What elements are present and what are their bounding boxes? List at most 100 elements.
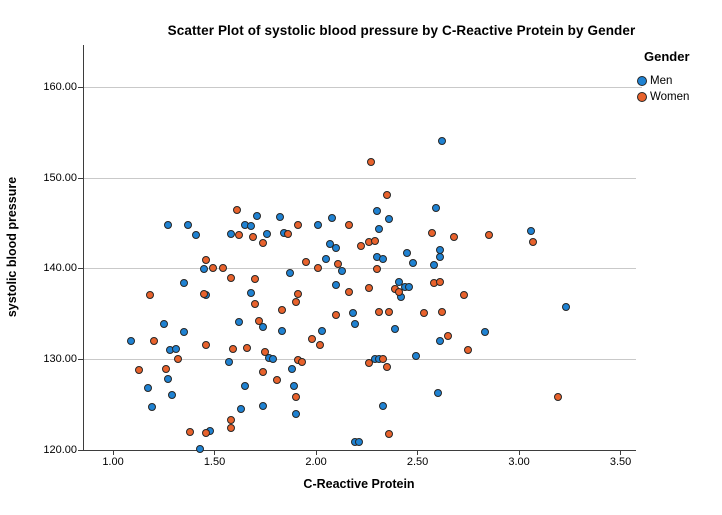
x-tick-mark [315,450,317,455]
y-tick-label: 150.00 [43,171,77,184]
data-point-women [437,307,446,316]
data-point-women [314,264,323,273]
data-point-women [208,264,217,273]
y-tick-label: 120.00 [43,443,77,456]
x-tick-mark [620,450,622,455]
data-point-men [200,264,209,273]
data-point-men [433,388,442,397]
data-point-men [437,137,446,146]
data-point-men [291,409,300,418]
data-point-women [226,416,235,425]
x-tick-label: 1.00 [102,456,124,468]
y-axis-title: systolic blood pressure [5,176,19,318]
data-point-men [143,384,152,393]
data-point-women [316,341,325,350]
x-tick-label: 1.50 [203,456,226,468]
y-tick-mark [78,358,83,360]
data-point-men [226,229,235,238]
legend-item-men: Men [637,73,721,89]
data-point-men [147,402,156,411]
data-point-men [391,324,400,333]
data-point-women [218,264,227,273]
data-point-women [202,341,211,350]
data-point-women [273,376,282,385]
data-point-men [350,320,359,329]
data-point-men [167,390,176,399]
data-point-men [348,309,357,318]
x-tick-label: 2.50 [406,456,429,468]
data-point-women [553,392,562,401]
data-point-women [301,257,310,266]
data-point-men [435,337,444,346]
x-tick-mark [214,450,216,455]
data-point-men [318,327,327,336]
data-point-men [379,255,388,264]
chart-title: Scatter Plot of systolic blood pressure … [167,23,636,38]
data-point-women [277,305,286,314]
data-point-women [383,362,392,371]
data-point-women [374,307,383,316]
data-point-women [344,287,353,296]
data-point-women [307,334,316,343]
x-tick-mark [518,450,520,455]
data-point-men [184,220,193,229]
data-point-men [253,211,262,220]
x-tick-mark [112,450,114,455]
gridline [84,358,636,360]
y-tick-label: 160.00 [43,81,77,94]
y-tick-mark [78,87,83,89]
data-point-men [259,401,268,410]
gridline [84,268,636,270]
data-point-women [297,358,306,367]
data-point-men [224,358,233,367]
data-point-women [460,291,469,300]
data-point-women [259,238,268,247]
data-point-men [127,337,136,346]
data-point-men [234,318,243,327]
data-point-men [326,239,335,248]
data-point-men [354,437,363,446]
data-point-men [403,248,412,257]
data-point-men [338,266,347,275]
data-point-women [226,274,235,283]
x-tick-label: 3.50 [609,456,632,468]
data-point-women [364,284,373,292]
data-point-women [255,316,264,325]
data-point-women [202,428,211,437]
data-point-men [395,277,404,286]
data-point-men [180,278,189,287]
data-point-women [243,343,252,352]
y-tick-mark [78,449,83,451]
legend: Gender Men Women [637,49,721,105]
data-point-women [249,233,258,242]
legend-item-label: Men [650,75,673,87]
data-point-men [159,320,168,329]
data-point-women [344,220,353,229]
data-point-women [259,368,268,377]
data-point-women [145,291,154,300]
gridline [84,177,636,179]
women-marker-icon [637,92,647,102]
gridline [84,87,636,89]
data-point-women [135,366,144,375]
data-point-women [356,242,365,251]
data-point-women [366,158,375,167]
data-point-women [484,230,493,239]
data-point-men [180,328,189,337]
data-point-women [186,427,195,436]
data-point-men [314,220,323,229]
data-point-women [293,220,302,229]
data-point-men [372,207,381,216]
data-point-men [285,268,294,277]
data-point-women [427,228,436,237]
data-point-women [385,429,394,438]
data-point-women [202,255,211,264]
data-point-women [173,354,182,363]
data-point-women [234,230,243,239]
data-point-men [192,230,201,239]
men-marker-icon [637,76,647,86]
data-point-women [435,277,444,286]
x-axis-title: C-Reactive Protein [303,477,415,491]
y-tick-mark [78,268,83,270]
data-point-men [236,405,245,414]
